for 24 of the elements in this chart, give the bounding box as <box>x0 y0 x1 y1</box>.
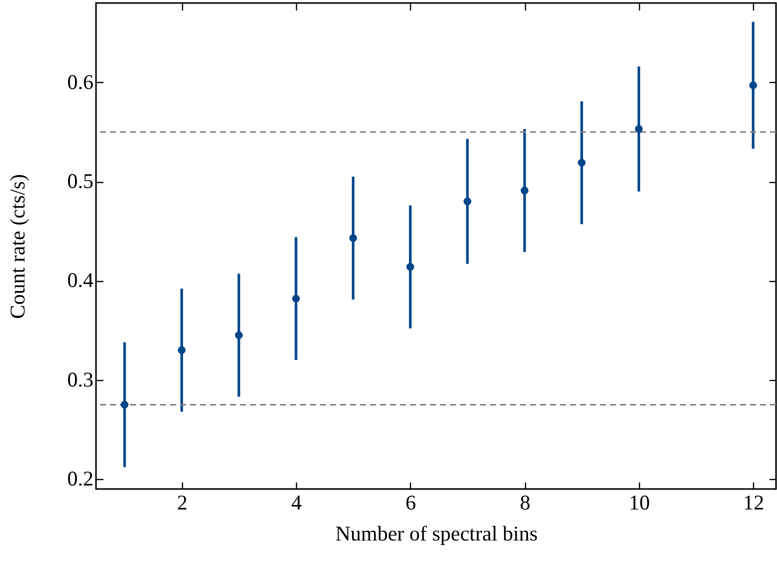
x-tick-label: 12 <box>743 490 764 514</box>
y-axis-title: Count rate (cts/s) <box>6 174 30 319</box>
y-tick-label: 0.5 <box>67 169 94 194</box>
x-axis-title: Number of spectral bins <box>335 522 538 546</box>
y-tick-label: 0.3 <box>67 367 94 392</box>
y-tick-label: 0.4 <box>67 268 94 292</box>
x-tick-label: 4 <box>291 490 302 514</box>
point <box>349 234 358 242</box>
point <box>634 125 643 133</box>
point <box>464 198 472 206</box>
point <box>292 294 300 302</box>
y-tick-label: 0.6 <box>67 70 94 94</box>
y-tick-label: 0.2 <box>67 466 94 491</box>
point <box>749 81 758 90</box>
x-tick-label: 10 <box>628 490 650 514</box>
point <box>578 158 586 167</box>
x-tick-label: 2 <box>176 490 188 514</box>
x-tick-label: 6 <box>406 490 416 514</box>
point <box>520 186 528 194</box>
point <box>178 346 186 354</box>
point <box>120 400 128 409</box>
point <box>234 331 243 340</box>
x-tick-label: 8 <box>520 490 530 514</box>
point <box>406 262 414 271</box>
